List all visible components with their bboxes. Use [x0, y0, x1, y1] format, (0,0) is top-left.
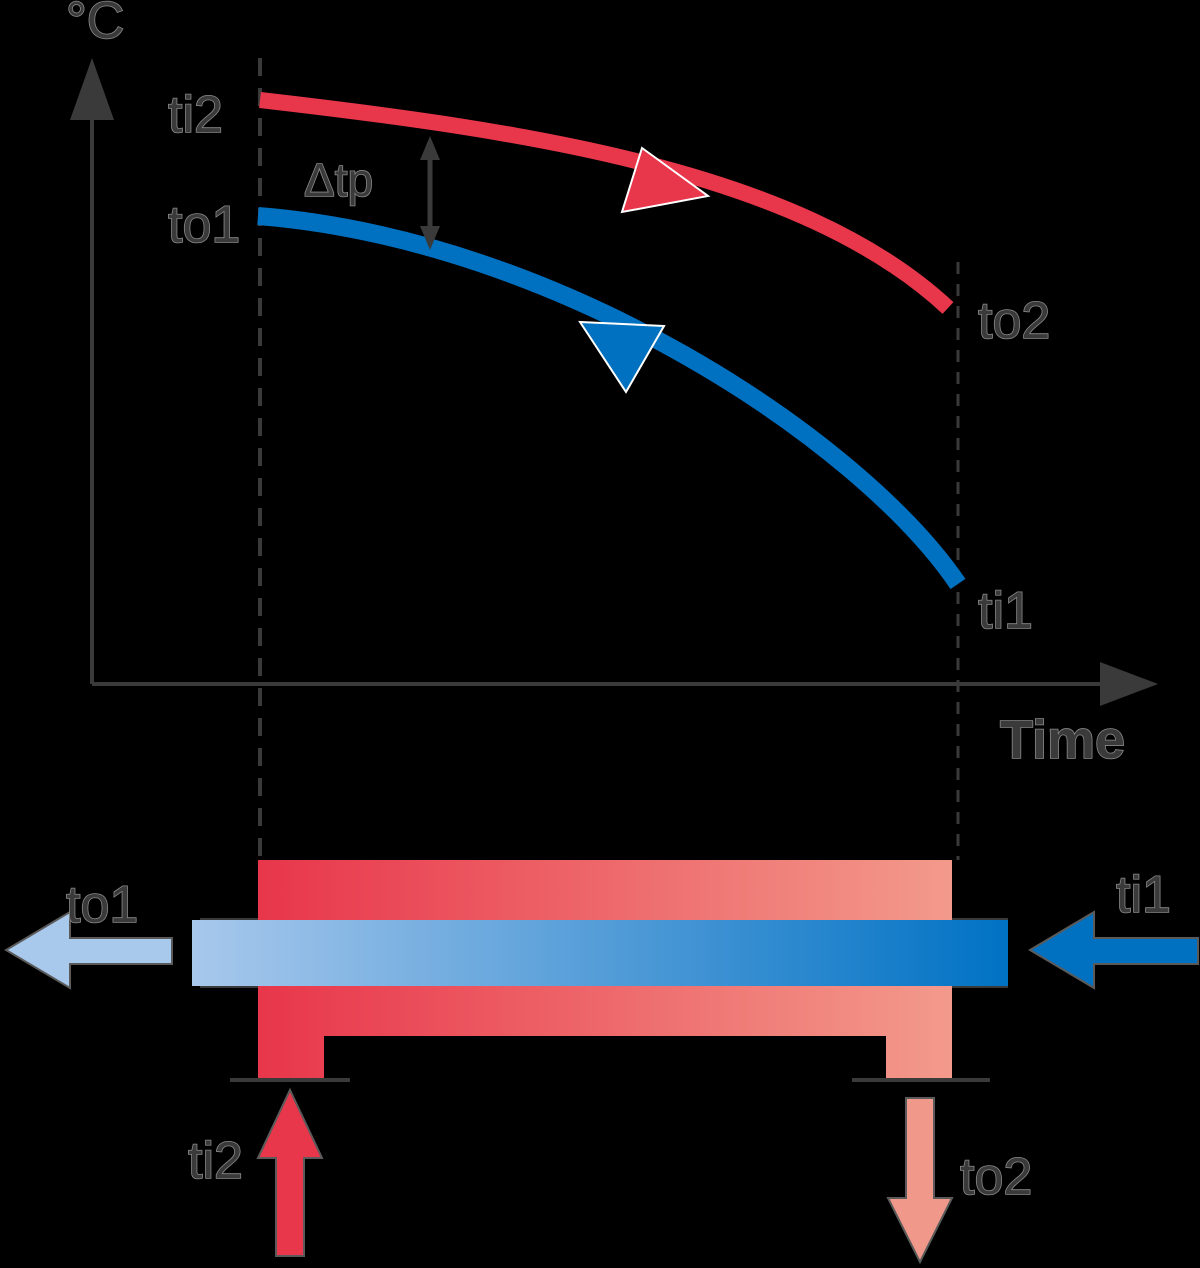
hot-inlet-arrow-icon: [256, 1087, 324, 1257]
cold-inlet-label: ti1: [1116, 866, 1171, 924]
y-axis-unit-label: °C: [66, 0, 124, 50]
delta-up-arrow-icon: [420, 136, 440, 160]
hot-inlet-label: ti2: [188, 1132, 243, 1190]
hot-outlet-graph-label: to2: [978, 292, 1050, 350]
heat-exchanger: [192, 860, 1008, 1082]
hot-inlet-graph-label: ti2: [168, 86, 223, 144]
cold-outlet-graph-label: to1: [168, 196, 240, 254]
delta-down-arrow-icon: [420, 226, 440, 250]
cold-inlet-arrow-icon: [1028, 910, 1199, 990]
x-axis-label: Time: [1000, 710, 1125, 770]
delta-label: Δtp: [304, 154, 373, 206]
cold-flow-arrow-icon: [578, 320, 666, 394]
cold-tube: [192, 920, 1008, 986]
cold-inlet-graph-label: ti1: [978, 582, 1033, 640]
hot-outlet-arrow-icon: [886, 1097, 954, 1265]
cold-outlet-arrow-icon: [4, 910, 173, 990]
x-axis-arrow-icon: [1100, 662, 1158, 706]
y-axis-arrow-icon: [70, 58, 114, 120]
cold-fluid-curve: [257, 207, 966, 590]
hot-flow-arrow-icon: [620, 146, 711, 214]
cold-outlet-label: to1: [66, 876, 138, 934]
hot-outlet-label: to2: [960, 1148, 1032, 1206]
